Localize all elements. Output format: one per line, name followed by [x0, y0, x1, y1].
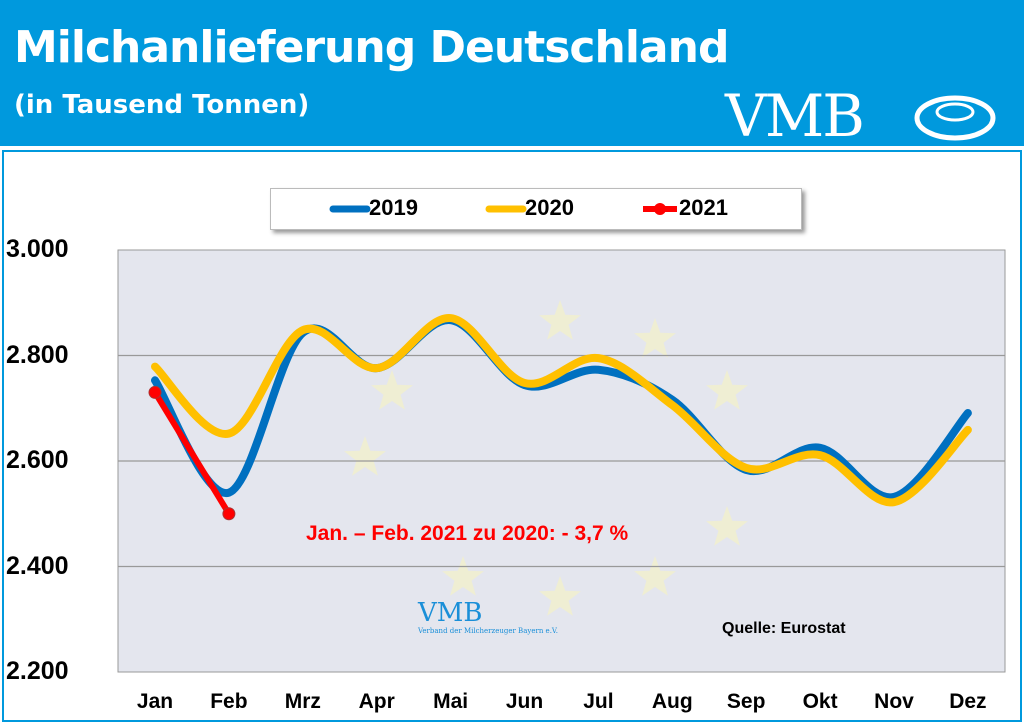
legend-marker-2021: [654, 203, 666, 215]
star-decoration: [539, 300, 581, 340]
data-point-2021: [148, 385, 162, 399]
x-tick-label: Sep: [726, 690, 766, 713]
chart-title: Milchanlieferung Deutschland: [14, 22, 729, 73]
watermark-text: Verband der Milcherzeuger Bayern e.V.: [418, 627, 558, 635]
y-tick-label: 2.800: [6, 340, 69, 369]
y-tick-label: 2.400: [6, 551, 69, 580]
star-decoration: [442, 556, 484, 596]
star-decoration: [344, 436, 386, 476]
x-tick-label: Jan: [136, 690, 174, 713]
legend: 2019 2020 2021: [270, 188, 802, 230]
source-note: Quelle: Eurostat: [722, 620, 846, 637]
data-point-2021: [222, 507, 236, 521]
y-tick-label: 3.000: [6, 235, 69, 263]
header-banner: Milchanlieferung Deutschland (in Tausend…: [0, 0, 1024, 150]
legend-2020: 2020: [525, 195, 574, 220]
x-tick-label: Mrz: [284, 690, 321, 713]
vmb-logo: VMB: [725, 82, 865, 150]
series-line-2020: [151, 314, 972, 507]
y-tick-label: 2.200: [6, 657, 69, 685]
star-decoration: [539, 576, 581, 616]
annotation: Jan. – Feb. 2021 zu 2020: - 3,7 %: [306, 522, 629, 545]
star-decoration: [634, 556, 676, 596]
star-decoration: [706, 506, 748, 546]
star-decoration: [706, 370, 748, 410]
vmb-logo-swirl-icon: [914, 95, 996, 141]
star-decoration: [371, 370, 413, 410]
x-tick-label: Mai: [433, 690, 469, 713]
x-tick-label: Nov: [874, 690, 914, 713]
legend-2021: 2021: [679, 195, 728, 220]
y-tick-label: 2.600: [6, 446, 69, 474]
x-tick-label: Feb: [210, 690, 248, 713]
series-line-2021: [152, 390, 232, 516]
x-tick-label: Dez: [949, 690, 987, 713]
x-tick-label: Jul: [583, 690, 614, 713]
watermark-logo: VMB: [418, 598, 483, 628]
star-decoration: [634, 318, 676, 358]
x-tick-label: Jun: [505, 690, 544, 713]
chart-subtitle: (in Tausend Tonnen): [14, 90, 310, 120]
x-tick-label: Aug: [651, 690, 693, 713]
legend-2019: 2019: [369, 195, 418, 220]
x-tick-label: Apr: [358, 690, 395, 713]
x-tick-label: Okt: [802, 690, 838, 713]
